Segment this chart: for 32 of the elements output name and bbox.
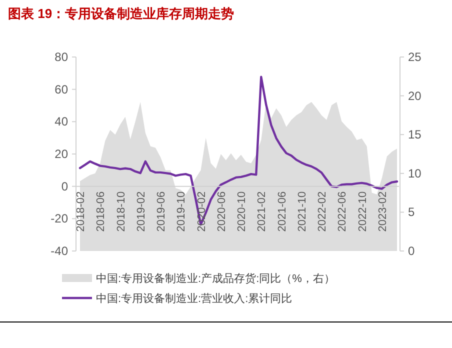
y2-tick-label: 15 <box>408 128 422 142</box>
x-tick-label: 2022-06 <box>336 191 349 232</box>
x-tick-label: 2019-10 <box>176 191 188 232</box>
y2-tick-label: 0 <box>408 244 415 258</box>
x-tick-label: 2020-02 <box>196 191 208 232</box>
x-tick-label: 2020-06 <box>216 191 228 232</box>
chart-title: 图表 19：专用设备制造业库存周期走势 <box>8 6 234 21</box>
y2-tick-label: 5 <box>408 205 415 220</box>
y-tick-label: 20 <box>54 147 68 161</box>
legend-label: 中国:专用设备制造业:营业收入:累计同比 <box>96 292 292 305</box>
y2-tick-label: 20 <box>408 88 422 103</box>
x-tick-label: 2019-02 <box>135 191 148 232</box>
y2-tick-label: 25 <box>408 50 422 64</box>
x-tick-label: 2023-02 <box>376 191 389 232</box>
x-tick-label: 2021-06 <box>276 191 288 232</box>
x-tick-label: 2018-10 <box>115 191 128 232</box>
y-tick-label: 60 <box>54 82 68 96</box>
x-tick-label: 2022-10 <box>356 191 369 232</box>
x-tick-label: 2018-02 <box>75 191 87 232</box>
y-tick-label: 0 <box>61 179 68 194</box>
y-tick-label: -20 <box>50 212 68 226</box>
x-tick-label: 2022-02 <box>316 191 329 232</box>
x-tick-label: 2021-10 <box>296 191 308 232</box>
x-tick-label: 2021-02 <box>256 191 268 232</box>
x-tick-label: 2019-06 <box>156 191 168 232</box>
y-tick-label: -40 <box>50 244 68 258</box>
x-tick-label: 2018-06 <box>95 191 108 232</box>
y2-tick-label: 10 <box>408 166 422 180</box>
x-tick-label: 2020-10 <box>236 191 248 232</box>
y-tick-label: 40 <box>54 114 68 129</box>
legend-label: 中国:专用设备制造业:产成品存货:同比（%，右） <box>96 272 335 285</box>
y-tick-label: 80 <box>54 50 68 64</box>
